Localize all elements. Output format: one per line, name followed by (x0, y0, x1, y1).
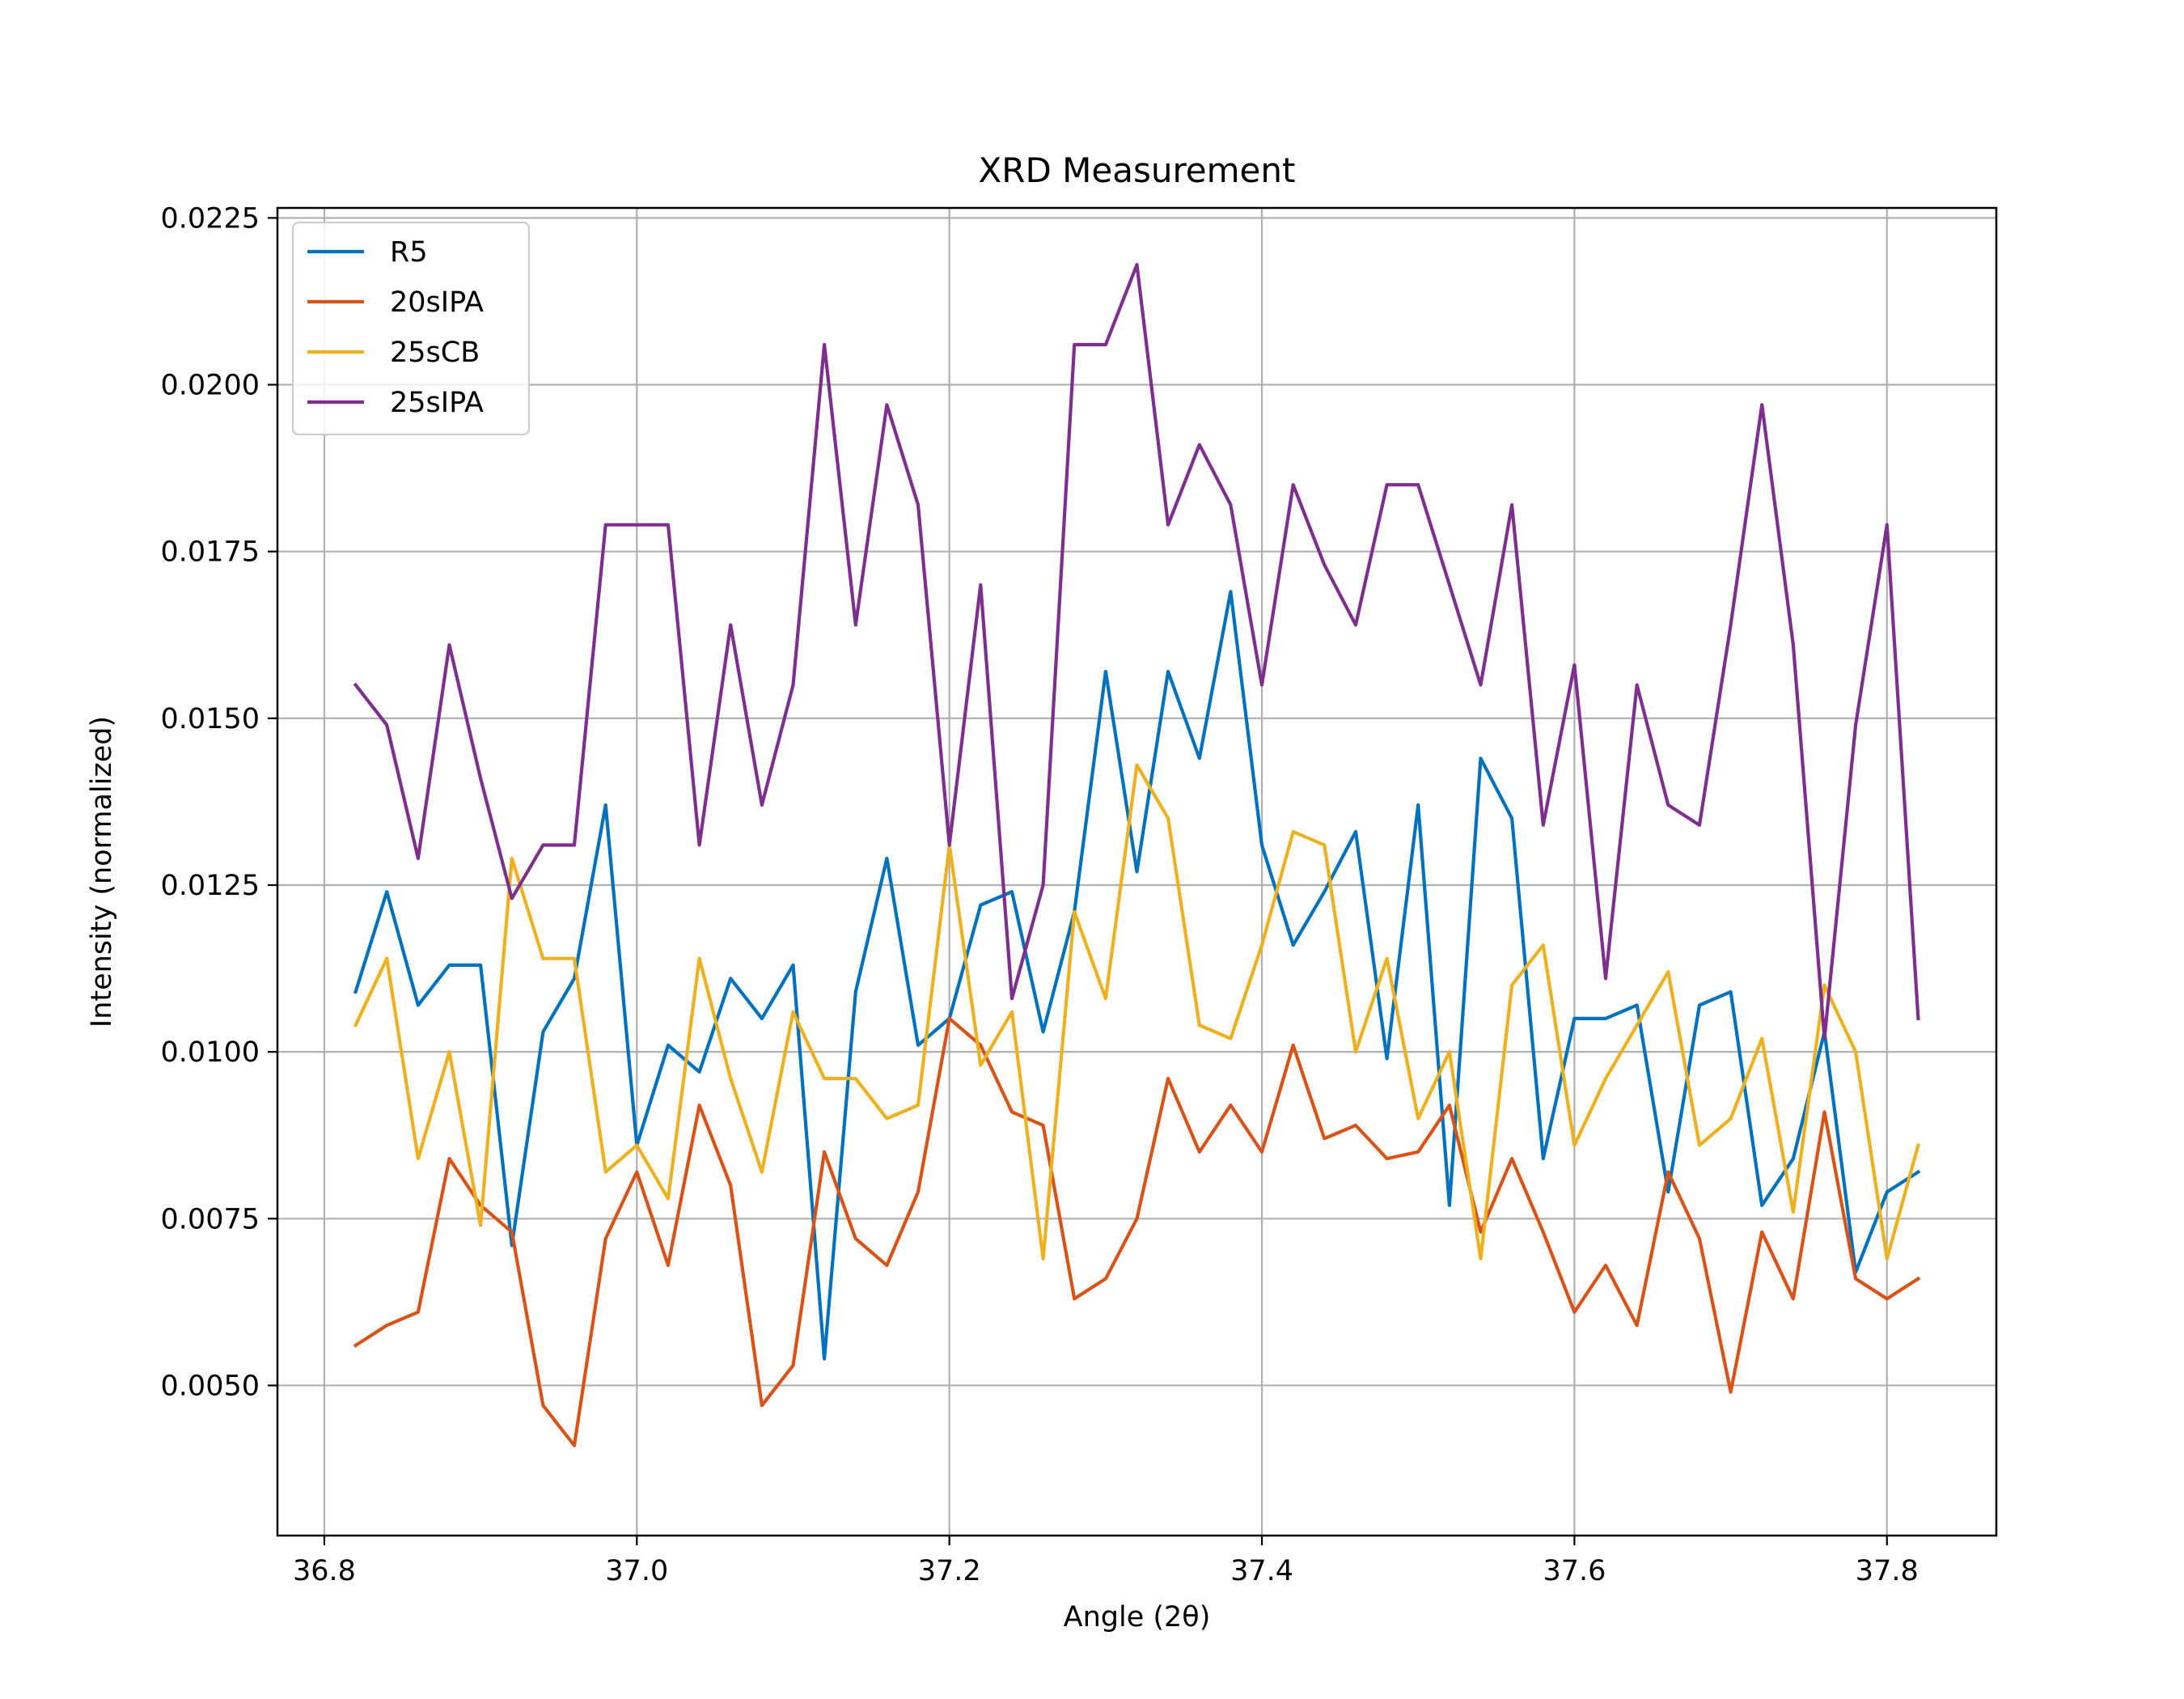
legend-box (291, 221, 531, 436)
y-tick-label: 0.0100 (161, 1036, 260, 1069)
legend: R5 20sIPA 25sCB 25sIPA (291, 221, 531, 436)
series-line-r5 (353, 590, 1921, 1361)
x-tick-label: 37.4 (1230, 1555, 1293, 1587)
series-line-25sipa (353, 263, 1920, 1040)
tick-layer: 36.8 37.0 37.2 37.4 37.6 37.8 0.0050 0.0075 0.01… (161, 202, 1919, 1587)
y-axis-label: Intensity (normalized) (86, 716, 118, 1027)
series-line-25scb (353, 763, 1920, 1260)
x-tick-label: 36.8 (293, 1555, 356, 1587)
y-tick-label: 0.0125 (161, 870, 260, 902)
legend-label: 25sIPA (390, 387, 484, 419)
y-tick-label: 0.0225 (161, 202, 260, 235)
x-tick-label: 37.0 (605, 1555, 668, 1587)
grid-layer (277, 208, 1996, 1536)
legend-label: R5 (390, 236, 428, 269)
x-tick-label: 37.6 (1543, 1555, 1606, 1587)
y-tick-label: 0.0175 (161, 536, 260, 569)
y-tick-label: 0.0150 (161, 703, 260, 735)
legend-label: 25sCB (390, 337, 480, 369)
series-line-20sipa (353, 1016, 1921, 1447)
chart-title: XRD Measurement (979, 150, 1296, 190)
x-tick-label: 37.2 (918, 1555, 981, 1587)
series-layer (353, 263, 1921, 1447)
plot-frame (276, 206, 1998, 1537)
y-tick-label: 0.0075 (161, 1203, 260, 1235)
y-tick-label: 0.0050 (161, 1370, 260, 1402)
y-tick-label: 0.0200 (161, 370, 260, 402)
x-axis-label: Angle (2θ) (1064, 1601, 1211, 1633)
legend-label: 20sIPA (390, 286, 484, 319)
x-tick-label: 37.8 (1856, 1555, 1919, 1587)
